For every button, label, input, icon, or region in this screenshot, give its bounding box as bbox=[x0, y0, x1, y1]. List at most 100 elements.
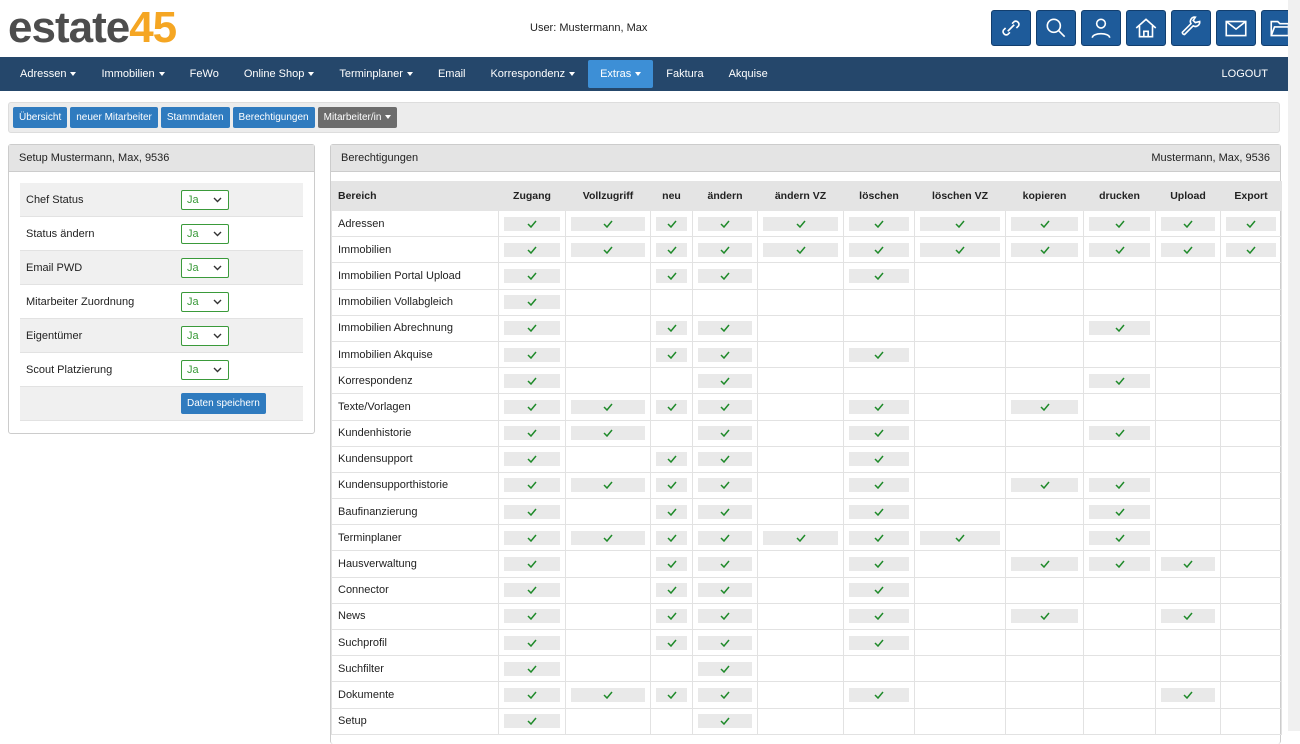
logo-word: estate bbox=[8, 3, 130, 52]
right-cell bbox=[1155, 288, 1221, 316]
select[interactable]: Ja bbox=[181, 257, 229, 278]
nav-item[interactable]: Immobilien bbox=[89, 60, 176, 88]
field-label: Email PWD bbox=[26, 261, 83, 274]
right-cell bbox=[1005, 681, 1084, 709]
right-cell bbox=[1155, 209, 1221, 238]
toolbar-button[interactable]: Berechtigungen bbox=[232, 107, 315, 128]
table-row: Suchfilter bbox=[331, 655, 1282, 683]
area-cell: Immobilien Portal Upload bbox=[331, 262, 499, 290]
check-mark bbox=[698, 635, 752, 650]
check-mark bbox=[504, 478, 560, 493]
right-cell bbox=[1083, 471, 1156, 500]
nav-item[interactable]: Email bbox=[426, 60, 478, 88]
check-mark bbox=[698, 452, 752, 467]
nav-item[interactable]: Terminplaner bbox=[327, 60, 425, 88]
right-cell bbox=[650, 707, 693, 735]
icon-button[interactable] bbox=[1126, 10, 1166, 46]
right-cell bbox=[498, 288, 566, 316]
dropdown-caret bbox=[406, 72, 413, 77]
right-cell bbox=[498, 498, 566, 526]
check-mark bbox=[571, 426, 645, 441]
setup-panel: Setup Mustermann, Max, 9536 Chef Status Ja… bbox=[8, 144, 315, 434]
check-mark bbox=[849, 426, 909, 441]
toolbar-button[interactable]: Stammdaten bbox=[160, 107, 230, 128]
toolbar-button[interactable]: neuer Mitarbeiter bbox=[70, 107, 158, 128]
check-mark bbox=[504, 583, 560, 598]
check-mark bbox=[698, 714, 752, 729]
right-cell bbox=[1083, 681, 1156, 709]
toolbar-button[interactable]: Mitarbeiter/in bbox=[317, 107, 398, 128]
nav-item[interactable]: FeWo bbox=[178, 60, 231, 88]
check-mark bbox=[698, 321, 752, 336]
right-cell bbox=[1155, 655, 1221, 683]
nav-item[interactable]: Faktura bbox=[654, 60, 715, 88]
table-row: Dokumente bbox=[331, 681, 1282, 709]
right-cell bbox=[565, 655, 651, 683]
right-cell bbox=[692, 445, 758, 473]
icon-button[interactable] bbox=[1171, 10, 1211, 46]
check-mark bbox=[698, 268, 752, 283]
nav-item[interactable]: Adressen bbox=[8, 60, 88, 88]
toolbar-button[interactable]: Übersicht bbox=[13, 107, 68, 128]
nav-item[interactable]: Extras bbox=[588, 60, 654, 88]
right-cell bbox=[565, 524, 651, 552]
right-cell bbox=[650, 367, 693, 395]
icon-button[interactable] bbox=[1081, 10, 1121, 46]
right-cell bbox=[1220, 628, 1282, 657]
nav-label: FeWo bbox=[189, 68, 219, 80]
save-button[interactable]: Daten speichern bbox=[181, 393, 266, 414]
check-mark bbox=[698, 426, 752, 441]
nav-label: Extras bbox=[600, 68, 632, 80]
check-mark bbox=[656, 399, 687, 414]
form-row: Scout Platzierung Ja bbox=[20, 353, 303, 387]
right-cell bbox=[757, 236, 844, 264]
right-cell bbox=[650, 288, 693, 316]
check-mark bbox=[698, 399, 752, 414]
nav-item[interactable]: Online Shop bbox=[232, 60, 327, 88]
nav-item[interactable]: Akquise bbox=[717, 60, 780, 88]
table-row: Immobilien Portal Upload bbox=[331, 262, 1282, 290]
right-cell bbox=[1220, 445, 1282, 473]
right-cell bbox=[757, 628, 844, 657]
column-header: Upload bbox=[1155, 181, 1221, 211]
select[interactable]: Ja bbox=[181, 291, 229, 312]
setup-form: Chef Status Ja Status ändern Ja Email PWD Ja M… bbox=[20, 183, 303, 421]
button-label: Übersicht bbox=[19, 112, 62, 123]
right-cell bbox=[650, 393, 693, 421]
icon-button[interactable] bbox=[1036, 10, 1076, 46]
icon-button[interactable] bbox=[991, 10, 1031, 46]
logout-link[interactable]: LOGOUT bbox=[1221, 68, 1268, 80]
select[interactable]: Ja bbox=[181, 189, 229, 210]
icon-button[interactable] bbox=[1216, 10, 1256, 46]
check-mark bbox=[656, 268, 687, 283]
right-cell bbox=[565, 393, 651, 421]
button-label: Berechtigungen bbox=[238, 112, 309, 123]
check-mark bbox=[504, 268, 560, 283]
right-cell bbox=[692, 236, 758, 264]
right-cell bbox=[914, 419, 1006, 447]
chevron bbox=[213, 231, 222, 236]
area-cell: Adressen bbox=[331, 209, 499, 238]
check-mark bbox=[698, 373, 752, 388]
right-cell bbox=[1155, 550, 1221, 578]
nav-item[interactable]: Korrespondenz bbox=[478, 60, 587, 88]
right-cell bbox=[1005, 655, 1084, 683]
right-cell bbox=[1155, 471, 1221, 500]
logo-number: 45 bbox=[129, 3, 177, 52]
select[interactable]: Ja bbox=[181, 325, 229, 346]
permissions-panel: Berechtigungen Mustermann, Max, 9536 Berei… bbox=[330, 144, 1282, 744]
check-mark bbox=[1089, 321, 1150, 336]
right-cell bbox=[1083, 209, 1156, 238]
right-cell bbox=[692, 498, 758, 526]
right-cell bbox=[843, 707, 915, 735]
right-cell bbox=[692, 419, 758, 447]
right-cell bbox=[692, 340, 758, 369]
right-cell bbox=[1083, 628, 1156, 657]
select[interactable]: Ja bbox=[181, 359, 229, 380]
select[interactable]: Ja bbox=[181, 223, 229, 244]
right-cell bbox=[843, 314, 915, 342]
table-row: Setup bbox=[331, 707, 1282, 735]
nav-label: Adressen bbox=[20, 68, 67, 80]
right-cell bbox=[757, 550, 844, 578]
check-mark bbox=[1161, 687, 1215, 702]
